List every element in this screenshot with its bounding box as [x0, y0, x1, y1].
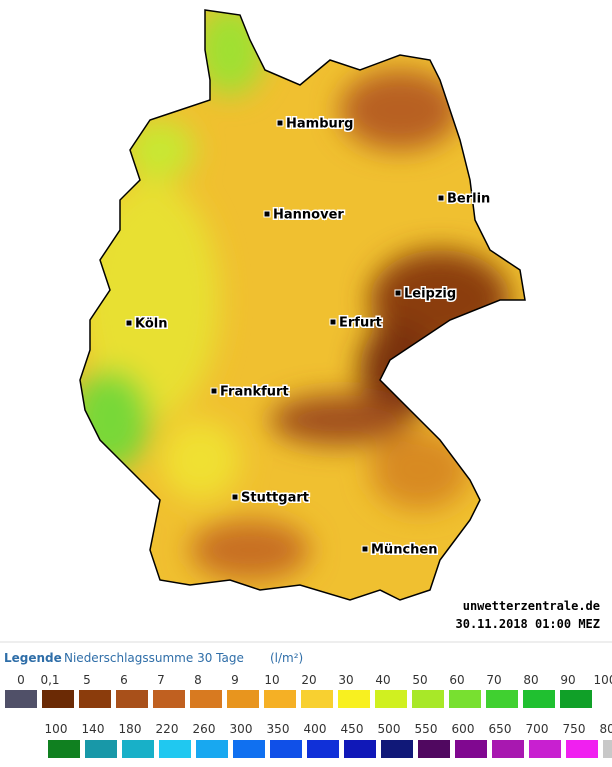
- legend-swatch: [42, 690, 74, 708]
- city-marker: [210, 387, 218, 395]
- legend-swatch: [381, 740, 413, 758]
- legend-label: 140: [82, 722, 105, 736]
- legend-swatch: [566, 740, 598, 758]
- city-label: Berlin: [447, 192, 490, 207]
- city-marker: [276, 119, 284, 127]
- legend-swatch: [196, 740, 228, 758]
- legend-swatch: [492, 740, 524, 758]
- city-label: Köln: [135, 317, 168, 332]
- legend-title: Legende: [4, 651, 62, 665]
- legend-label: 70: [486, 673, 501, 687]
- legend-swatch: [5, 690, 37, 708]
- legend-swatch: [344, 740, 376, 758]
- city-marker: [394, 289, 402, 297]
- legend-label: 700: [526, 722, 549, 736]
- site-credit: unwetterzentrale.de: [463, 599, 600, 613]
- legend-label: 180: [119, 722, 142, 736]
- legend-swatch: [79, 690, 111, 708]
- legend-swatch: [603, 740, 612, 758]
- legend-label: 500: [378, 722, 401, 736]
- city-marker: [329, 318, 337, 326]
- legend-swatch: [227, 690, 259, 708]
- legend-swatch: [270, 740, 302, 758]
- legend-label: 650: [489, 722, 512, 736]
- legend-label: 10: [264, 673, 279, 687]
- city-marker: [437, 194, 445, 202]
- legend-label: 300: [230, 722, 253, 736]
- legend-label: 800: [600, 722, 612, 736]
- city-marker: [231, 493, 239, 501]
- legend-label: 8: [194, 673, 202, 687]
- legend-label: 9: [231, 673, 239, 687]
- legend-label: 550: [415, 722, 438, 736]
- legend-swatch: [455, 740, 487, 758]
- legend-swatch: [264, 690, 296, 708]
- border: [79, 9, 526, 601]
- legend-label: 7: [157, 673, 165, 687]
- city-marker: [361, 545, 369, 553]
- legend-label: 60: [449, 673, 464, 687]
- timestamp: 30.11.2018 01:00 MEZ: [456, 617, 601, 631]
- legend-label: 100: [594, 673, 612, 687]
- legend-swatch: [153, 690, 185, 708]
- legend-label: 0,1: [40, 673, 59, 687]
- legend-swatch: [412, 690, 444, 708]
- legend-label: 6: [120, 673, 128, 687]
- city-marker: [125, 319, 133, 327]
- legend-swatch: [523, 690, 555, 708]
- city-label: München: [371, 543, 437, 558]
- legend-label: 750: [563, 722, 586, 736]
- legend-label: 450: [341, 722, 364, 736]
- legend-swatch: [85, 740, 117, 758]
- legend-label: 30: [338, 673, 353, 687]
- legend-swatch: [529, 740, 561, 758]
- legend-label: 40: [375, 673, 390, 687]
- legend-label: 260: [193, 722, 216, 736]
- legend-label: 80: [523, 673, 538, 687]
- legend-swatch: [190, 690, 222, 708]
- legend-label: 5: [83, 673, 91, 687]
- legend-swatch: [48, 740, 80, 758]
- city-marker: [263, 210, 271, 218]
- legend-label: 20: [301, 673, 316, 687]
- legend-label: 90: [560, 673, 575, 687]
- legend-swatch: [449, 690, 481, 708]
- city-label: Hannover: [273, 208, 344, 223]
- legend: 0 0,1 5 6 7 8 9 10 20 30 40 50 60 70 80 90 100 100 140 180 2…: [5, 673, 612, 758]
- city-label: Stuttgart: [241, 491, 309, 506]
- legend-label: 600: [452, 722, 475, 736]
- legend-label: 0: [17, 673, 25, 687]
- city-label: Leipzig: [404, 287, 456, 302]
- legend-swatch: [301, 690, 333, 708]
- legend-swatch: [122, 740, 154, 758]
- city-label: Frankfurt: [220, 385, 289, 400]
- legend-unit: (l/m²): [270, 651, 303, 665]
- legend-label: 100: [45, 722, 68, 736]
- legend-swatch: [560, 690, 592, 708]
- legend-swatch: [486, 690, 518, 708]
- legend-swatch: [375, 690, 407, 708]
- legend-swatch: [116, 690, 148, 708]
- legend-label: 50: [412, 673, 427, 687]
- legend-swatch: [233, 740, 265, 758]
- precipitation-map: [80, 10, 525, 600]
- legend-label: 350: [267, 722, 290, 736]
- city-label: Erfurt: [339, 316, 382, 331]
- legend-label: 400: [304, 722, 327, 736]
- legend-swatch: [307, 740, 339, 758]
- legend-swatch: [418, 740, 450, 758]
- legend-label: 220: [156, 722, 179, 736]
- legend-swatch: [338, 690, 370, 708]
- legend-swatch: [159, 740, 191, 758]
- cities: Hamburg Berlin Hannover Leipzig Köln Erfurt Fr…: [125, 115, 492, 559]
- city-label: Hamburg: [286, 117, 353, 132]
- legend-subtitle: Niederschlagssumme 30 Tage: [64, 651, 244, 665]
